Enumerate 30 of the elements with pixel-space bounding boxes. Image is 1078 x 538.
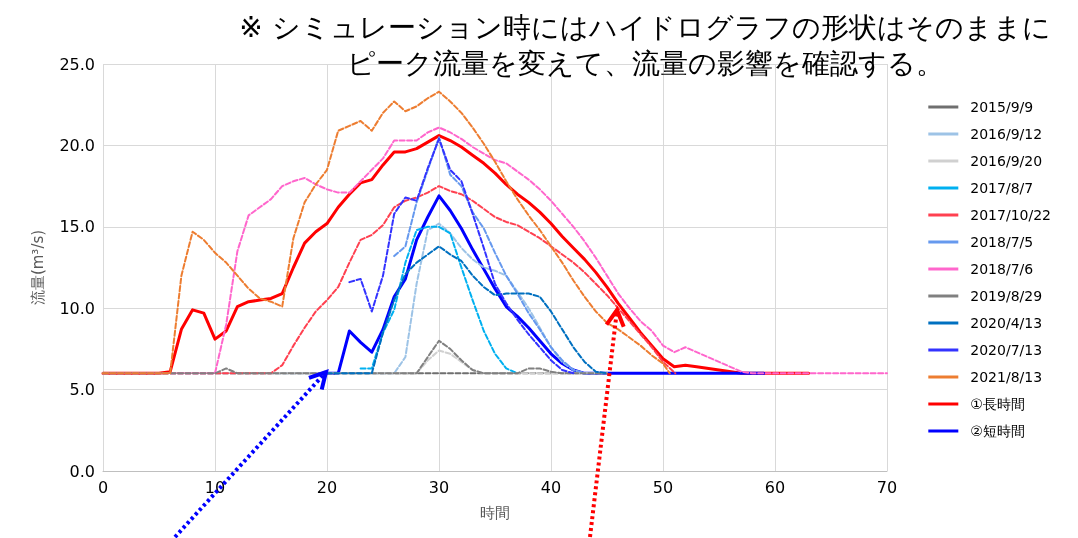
y-axis-title: 流量(m³/s) (28, 229, 47, 306)
x-tick-label: 0 (97, 477, 109, 497)
legend-label: 2017/10/22 (970, 207, 1052, 223)
legend-label: ②短時間 (970, 423, 1025, 439)
legend-label: 2016/9/20 (970, 153, 1043, 169)
y-tick-label: 5.0 (69, 380, 95, 400)
x-tick-label: 50 (652, 477, 674, 497)
x-tick-label: 10 (204, 477, 226, 497)
x-tick-label: 30 (428, 477, 450, 497)
y-tick-label: 25.0 (59, 54, 95, 74)
x-tick-label: 20 (316, 477, 338, 497)
legend-label: 2016/9/12 (970, 126, 1043, 142)
legend-label: 2020/7/13 (970, 342, 1043, 358)
legend-label: ①長時間 (970, 396, 1025, 412)
x-tick-label: 40 (540, 477, 562, 497)
x-tick-label: 60 (764, 477, 786, 497)
chart-title: ※ シミュレーション時にはハイドログラフの形状はそのままにピーク流量を変えて、流量の影響を確認する。 (239, 10, 1051, 80)
legend-label: 2021/8/13 (970, 369, 1043, 385)
legend-label: 2017/8/7 (970, 180, 1034, 196)
legend-label: 2019/8/29 (970, 288, 1043, 304)
x-axis-title: 時間 (480, 503, 510, 522)
legend-label: 2015/9/9 (970, 99, 1034, 115)
y-tick-label: 20.0 (59, 135, 95, 155)
legend-label: 2018/7/5 (970, 234, 1034, 250)
x-tick-label: 70 (876, 477, 898, 497)
legend-label: 2020/4/13 (970, 315, 1043, 331)
legend-label: 2018/7/6 (970, 261, 1034, 277)
y-tick-label: 15.0 (59, 217, 95, 237)
y-tick-label: 0.0 (69, 461, 95, 481)
y-tick-label: 10.0 (59, 298, 95, 318)
